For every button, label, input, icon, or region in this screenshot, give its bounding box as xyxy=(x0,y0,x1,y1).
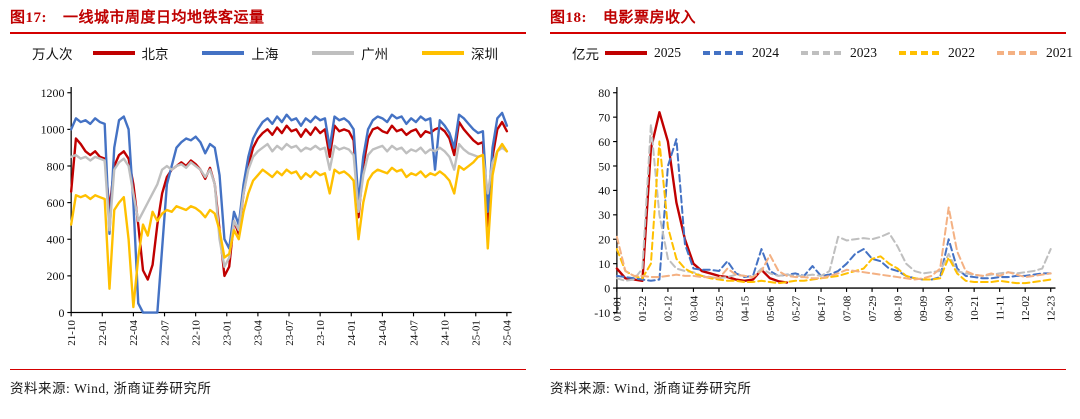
svg-text:-10: -10 xyxy=(594,306,610,320)
svg-text:800: 800 xyxy=(47,159,65,173)
svg-text:23-07: 23-07 xyxy=(284,320,296,346)
svg-text:10-21: 10-21 xyxy=(969,296,981,322)
legend-line-swatch xyxy=(421,51,464,55)
svg-text:24-01: 24-01 xyxy=(346,320,358,346)
svg-text:23-04: 23-04 xyxy=(253,320,265,346)
svg-text:22-10: 22-10 xyxy=(190,320,202,346)
legend-line-swatch xyxy=(605,51,647,55)
source-note: 资料来源: Wind, 浙商证券研究所 xyxy=(550,381,752,396)
svg-text:200: 200 xyxy=(47,269,65,283)
svg-text:02-12: 02-12 xyxy=(663,296,675,322)
legend-line-swatch xyxy=(703,51,745,55)
title-divider-rule xyxy=(10,32,526,34)
svg-text:05-06: 05-06 xyxy=(765,295,777,321)
legend-item: 北京 xyxy=(92,43,169,63)
line-chart-boxoffice: 80 70 60 50 40 30 20 10 0 -10 01-01 01-22 02-12 03-04… xyxy=(594,86,1058,322)
svg-text:30: 30 xyxy=(598,208,610,222)
svg-text:21-10: 21-10 xyxy=(66,320,78,346)
svg-text:24-10: 24-10 xyxy=(439,320,451,346)
svg-text:70: 70 xyxy=(598,110,610,124)
legend-line-swatch xyxy=(899,51,941,55)
legend-item: 上海 xyxy=(202,43,278,63)
svg-text:10: 10 xyxy=(598,257,610,271)
svg-text:24-04: 24-04 xyxy=(377,320,389,346)
svg-text:01-22: 01-22 xyxy=(637,296,649,322)
svg-text:23-01: 23-01 xyxy=(222,320,234,346)
legend-label: 2022 xyxy=(948,45,975,60)
svg-text:08-19: 08-19 xyxy=(892,295,904,321)
legend-item: 2024 xyxy=(703,45,779,61)
svg-text:600: 600 xyxy=(47,196,65,210)
figure-panel-boxoffice: 图18: 电影票房收入 亿元 2025 2024 2023 2022 2021 80 70 6… xyxy=(540,0,1080,419)
svg-text:04-15: 04-15 xyxy=(739,295,751,321)
svg-text:23-10: 23-10 xyxy=(315,320,327,346)
y-axis-unit-label: 万人次 xyxy=(32,47,73,62)
svg-text:0: 0 xyxy=(604,281,610,295)
svg-text:09-09: 09-09 xyxy=(918,295,930,321)
svg-text:40: 40 xyxy=(598,184,610,198)
legend-item: 2025 xyxy=(605,45,681,61)
legend-label: 上海 xyxy=(251,47,279,62)
line-chart-metro: 1200 1000 800 600 400 200 021-10 22-01 22-04 22-0… xyxy=(41,86,514,346)
legend-label: 北京 xyxy=(141,47,169,62)
svg-text:12-23: 12-23 xyxy=(1046,295,1058,321)
svg-text:05-27: 05-27 xyxy=(790,295,802,321)
bottom-divider-rule xyxy=(550,369,1066,370)
svg-text:0: 0 xyxy=(58,306,64,320)
legend-label: 2025 xyxy=(654,45,681,60)
legend-item: 2021 xyxy=(997,45,1073,61)
svg-text:22-07: 22-07 xyxy=(159,320,171,346)
svg-text:25-04: 25-04 xyxy=(502,320,514,346)
title-divider-rule xyxy=(550,32,1066,34)
legend-label: 2023 xyxy=(850,45,877,60)
svg-text:60: 60 xyxy=(598,135,610,149)
svg-text:50: 50 xyxy=(598,159,610,173)
svg-text:03-04: 03-04 xyxy=(688,295,700,321)
figure-title-text: 电影票房收入 xyxy=(603,10,697,26)
legend-line-swatch xyxy=(801,51,843,55)
legend-line-swatch xyxy=(202,51,245,55)
svg-text:09-30: 09-30 xyxy=(943,295,955,321)
svg-text:80: 80 xyxy=(598,86,610,100)
svg-text:25-01: 25-01 xyxy=(471,320,483,346)
svg-text:24-07: 24-07 xyxy=(408,320,420,346)
svg-text:400: 400 xyxy=(47,233,65,247)
chart-header-row: 万人次 北京 上海 广州 深圳 xyxy=(10,43,526,63)
svg-text:06-17: 06-17 xyxy=(816,295,828,321)
svg-text:20: 20 xyxy=(598,233,610,247)
legend-label: 2021 xyxy=(1046,45,1073,60)
svg-text:22-01: 22-01 xyxy=(97,320,109,346)
svg-text:1000: 1000 xyxy=(41,123,65,137)
source-note: 资料来源: Wind, 浙商证券研究所 xyxy=(10,381,212,396)
legend-item: 2022 xyxy=(899,45,975,61)
legend-label: 深圳 xyxy=(470,47,498,62)
svg-text:07-29: 07-29 xyxy=(867,295,879,321)
legend: 北京 上海 广州 深圳 xyxy=(92,43,527,63)
svg-text:22-04: 22-04 xyxy=(128,320,140,346)
y-axis-unit-label: 亿元 xyxy=(572,47,599,62)
svg-text:11-11: 11-11 xyxy=(994,296,1006,321)
legend-line-swatch xyxy=(312,51,355,55)
figure-panel-metro: 图17: 一线城市周度日均地铁客运量 万人次 北京 上海 广州 深圳 1200 1000 8… xyxy=(10,6,526,396)
svg-text:12-02: 12-02 xyxy=(1020,296,1032,322)
figure-title-text: 一线城市周度日均地铁客运量 xyxy=(63,10,265,26)
chart-header-row: 亿元 2025 2024 2023 2022 2021 xyxy=(550,43,1073,63)
figure-title: 图17: 一线城市周度日均地铁客运量 xyxy=(10,6,526,27)
figure-title: 图18: 电影票房收入 xyxy=(550,6,1066,27)
legend: 2025 2024 2023 2022 2021 xyxy=(605,45,1073,61)
legend-label: 2024 xyxy=(752,45,779,60)
legend-line-swatch xyxy=(92,51,135,55)
figure-number: 图17: xyxy=(10,10,47,26)
legend-line-swatch xyxy=(997,51,1039,55)
legend-item: 2023 xyxy=(801,45,877,61)
bottom-divider-rule xyxy=(10,369,526,370)
legend-label: 广州 xyxy=(361,47,389,62)
svg-text:07-08: 07-08 xyxy=(841,295,853,321)
legend-item: 深圳 xyxy=(421,43,498,63)
svg-text:03-25: 03-25 xyxy=(714,295,726,321)
svg-text:1200: 1200 xyxy=(41,86,65,100)
svg-text:01-01: 01-01 xyxy=(612,296,624,322)
legend-item: 广州 xyxy=(312,43,388,63)
figure-number: 图18: xyxy=(550,10,587,26)
